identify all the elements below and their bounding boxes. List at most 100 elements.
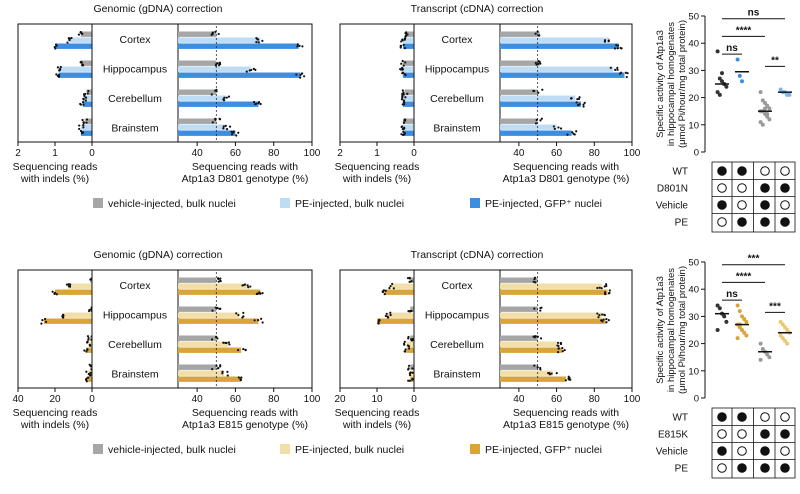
- x-axis-label: Sequencing reads: [335, 407, 420, 419]
- data-dot: [537, 91, 540, 94]
- region-labels: Cortex Hippocampus Cerebellum Brainstem: [91, 269, 179, 389]
- y-axis-label: (μmol Pi/hour/mg total protein): [677, 20, 688, 148]
- tick-label: 100: [624, 148, 641, 159]
- x-axis-label: Sequencing reads: [13, 161, 98, 173]
- data-dot: [210, 93, 213, 96]
- data-dot: [255, 41, 258, 44]
- data-dot: [219, 279, 222, 283]
- genotype-label-d801n: D801N: [657, 184, 688, 195]
- data-dot: [538, 34, 541, 37]
- data-dot: [607, 318, 610, 322]
- data-dot: [561, 346, 564, 350]
- bar-hippocampus-2: [58, 72, 92, 78]
- data-dot: [614, 68, 617, 71]
- bar-cerebellum-0: [90, 335, 92, 341]
- data-point: [767, 106, 772, 111]
- data-dot: [89, 371, 92, 374]
- filled-circle: [760, 446, 770, 456]
- data-dot: [245, 70, 248, 73]
- data-point: [740, 79, 744, 84]
- tick-label: 40: [192, 394, 204, 405]
- data-dot: [616, 68, 619, 71]
- data-dot: [400, 66, 404, 70]
- data-dot: [381, 290, 385, 293]
- data-dot: [403, 340, 406, 343]
- data-dot: [241, 316, 244, 319]
- genotype-label-pe: PE: [675, 218, 689, 229]
- region-box: [91, 269, 179, 389]
- y-axis-label: (μmol Pi/hour/mg total protein): [677, 266, 688, 394]
- data-dot: [80, 32, 83, 35]
- data-dot: [378, 319, 381, 322]
- bar-hippocampus-1: [64, 312, 92, 318]
- x-axis-label: Sequencing reads with: [192, 407, 298, 419]
- data-dot: [598, 286, 601, 289]
- data-dot: [402, 100, 405, 104]
- data-dot: [409, 371, 412, 374]
- data-dot: [603, 292, 607, 295]
- bar-cortex-0: [410, 277, 414, 283]
- data-dot: [85, 121, 88, 124]
- data-dot: [66, 41, 69, 44]
- data-dot: [257, 319, 260, 322]
- bar-hippocampus-0: [410, 306, 414, 312]
- data-dot: [400, 133, 403, 136]
- bar-brainstem-0: [178, 118, 217, 124]
- data-point: [715, 303, 720, 308]
- data-point: [783, 325, 787, 330]
- chart-gdna-indels: 40 20 0: [12, 277, 95, 405]
- tick-label: 100: [624, 394, 641, 405]
- significance-bars: *******ns***: [722, 254, 785, 313]
- data-dot: [218, 117, 221, 120]
- data-dot: [403, 37, 407, 40]
- bar-brainstem-0: [90, 364, 92, 370]
- region-label-cortex: Cortex: [120, 280, 152, 292]
- bar-cortex-1: [178, 283, 247, 289]
- region-labels: Cortex Hippocampus Cerebellum Brainstem: [91, 23, 179, 143]
- data-dot: [576, 103, 580, 107]
- data-dot: [399, 68, 402, 71]
- bar-brainstem-0: [500, 364, 538, 370]
- bar-brainstem-2: [178, 376, 242, 382]
- data-dot: [534, 61, 537, 65]
- data-dot: [57, 75, 61, 78]
- tick-label: 0: [89, 148, 95, 159]
- bar-cerebellum-2: [402, 101, 414, 107]
- open-circle: [780, 412, 790, 422]
- data-dot: [257, 41, 260, 44]
- filled-circle: [780, 429, 790, 439]
- data-dot: [214, 117, 217, 120]
- data-point: [767, 117, 772, 122]
- data-dot: [237, 131, 240, 134]
- data-dot: [559, 127, 563, 130]
- bar-hippocampus-2: [402, 72, 414, 78]
- data-dot: [55, 293, 58, 296]
- region-label-hippocampus: Hippocampus: [425, 63, 489, 75]
- data-dot: [578, 96, 581, 99]
- data-dot: [80, 61, 83, 64]
- bar-cortex-2: [55, 43, 92, 49]
- data-dot: [301, 72, 304, 75]
- open-circle: [717, 217, 727, 227]
- open-circle: [737, 183, 747, 193]
- data-dot: [261, 39, 264, 42]
- data-dot: [222, 99, 226, 102]
- data-dot: [389, 285, 392, 288]
- significance-label: ns: [726, 43, 738, 54]
- data-point: [724, 84, 729, 89]
- data-dot: [569, 97, 573, 100]
- data-dot: [539, 309, 542, 312]
- data-dot: [624, 71, 627, 74]
- data-dot: [230, 133, 234, 136]
- data-dot: [401, 95, 404, 98]
- data-dot: [79, 103, 82, 106]
- region-label-brainstem: Brainstem: [433, 368, 481, 380]
- bar-brainstem-2: [500, 376, 566, 382]
- region-labels: Cortex Hippocampus Cerebellum Brainstem: [413, 269, 501, 389]
- panel-title-cdna: Transcript (cDNA) correction: [411, 249, 544, 261]
- tick-label: 2: [337, 148, 343, 159]
- legend-label: PE-injected, GFP⁺ nuclei: [485, 444, 602, 456]
- bar-cortex-2: [178, 43, 299, 49]
- data-point: [760, 98, 765, 103]
- data-dot: [603, 40, 607, 43]
